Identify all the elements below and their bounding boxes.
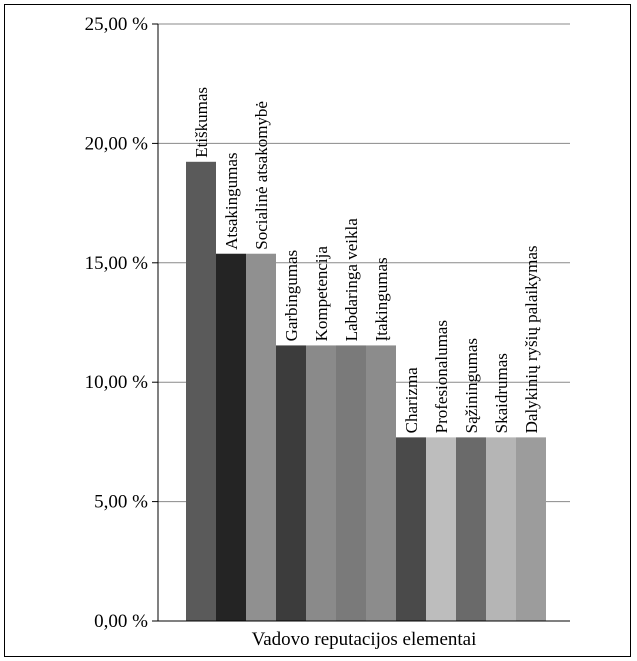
y-tick-label: 5,00 % [94,492,148,513]
bar-label: Dalykinių ryšių palaikymas [522,245,541,433]
bar [186,161,216,621]
y-tick-label: 25,00 % [85,14,149,35]
y-tick-label: 20,00 % [85,133,149,154]
y-tick-label: 0,00 % [94,611,148,632]
bar [216,253,246,622]
bar [336,345,366,621]
bar [366,345,396,621]
bar [306,345,336,621]
y-tick-label: 10,00 % [85,372,149,393]
x-axis-title: Vadovo reputacijos elementai [252,629,477,650]
bar [516,437,546,621]
bar-label: Charizma [402,367,421,434]
bars [186,161,546,622]
bar [486,437,516,621]
bar-label: Atsakingumas [222,152,241,249]
bar [426,437,456,621]
bar-label: Labdaringa veikla [342,218,361,342]
bar-label: Garbingumas [282,250,301,342]
bar [276,345,306,621]
bar-label: Skaidrumas [492,353,511,433]
bar-labels: Etiškumas Atsakingumas Socialinė atsakomyb… [192,87,541,433]
bar-label: Sąžiningumas [462,338,481,433]
bar-label: Įtakingumas [372,257,391,341]
bar [456,437,486,621]
y-axis-ticks: 0,00 % 5,00 % 10,00 % 15,00 % 20,00 % 25,00 % [85,14,158,632]
bar [246,253,276,622]
bar-label: Etiškumas [192,87,211,158]
bar-label: Kompetencija [312,246,331,342]
bar-label: Socialinė atsakomybė [252,101,271,250]
bar-label: Profesionalumas [432,320,451,433]
y-tick-label: 15,00 % [85,253,149,274]
bar [396,437,426,621]
